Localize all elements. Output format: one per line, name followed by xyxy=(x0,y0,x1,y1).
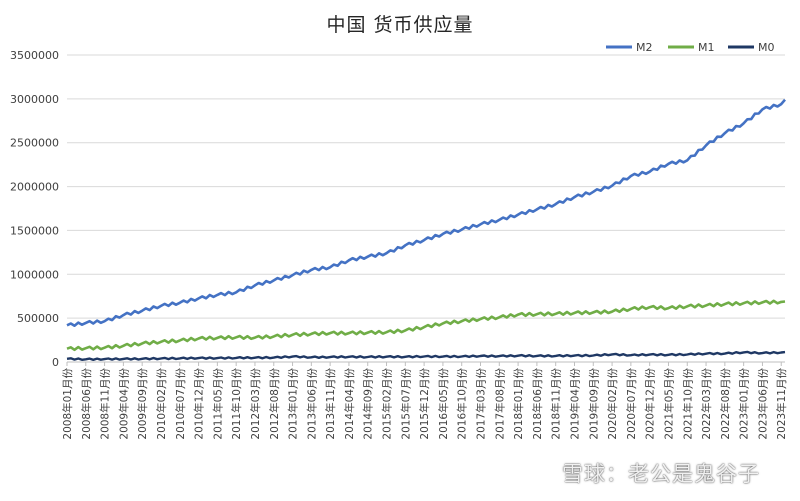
x-tick-label: 2017年03月份 xyxy=(475,368,488,440)
x-tick-label: 2009年09月份 xyxy=(136,368,149,440)
x-tick-label: 2021年05月份 xyxy=(662,368,675,440)
x-tick-label: 2018年11月份 xyxy=(550,368,563,440)
x-tick-label: 2011年10月份 xyxy=(230,368,243,440)
legend: M2 M1 M0 xyxy=(606,41,775,54)
wechat-icon xyxy=(529,462,555,484)
grid-layer xyxy=(67,54,785,319)
x-tick-label: 2022年08月份 xyxy=(719,368,732,440)
x-tick-label: 2014年09月份 xyxy=(362,368,375,440)
axis-layer xyxy=(66,361,785,366)
x-tick-label: 2013年01月份 xyxy=(287,368,300,440)
legend-label-m0: M0 xyxy=(758,41,775,54)
y-tick-label: 2000000 xyxy=(10,181,59,194)
y-tick-labels: 0 500000 1000000 1500000 2000000 2500000 30000… xyxy=(10,49,59,369)
x-tick-label: 2010年07月份 xyxy=(174,368,187,440)
x-tick-label: 2013年06月份 xyxy=(305,368,318,440)
x-tick-label: 2017年08月份 xyxy=(493,368,506,440)
x-tick-label: 2018年01月份 xyxy=(512,368,525,440)
x-tick-label: 2019年09月份 xyxy=(587,368,600,440)
x-tick-label: 2016年10月份 xyxy=(456,368,469,440)
x-tick-label: 2023年01月份 xyxy=(738,368,751,440)
x-tick-label: 2020年07月份 xyxy=(625,368,638,440)
x-tick-labels: 2008年01月份 2008年06月份 2008年11月份 2009年04月份 2009… xyxy=(61,368,788,440)
series-line-m2 xyxy=(66,98,786,327)
x-tick-label: 2008年01月份 xyxy=(61,368,74,440)
x-tick-label: 2023年06月份 xyxy=(756,368,769,440)
y-tick-label: 500000 xyxy=(17,312,59,325)
y-tick-label: 1500000 xyxy=(10,224,59,237)
x-tick-label: 2023年11月份 xyxy=(775,368,788,440)
x-tick-label: 2009年04月份 xyxy=(117,368,130,440)
x-tick-label: 2013年11月份 xyxy=(324,368,337,440)
x-tick-label: 2018年06月份 xyxy=(531,368,544,440)
x-tick-label: 2015年12月份 xyxy=(418,368,431,440)
x-tick-label: 2011年05月份 xyxy=(211,368,224,440)
x-tick-label: 2008年06月份 xyxy=(80,368,93,440)
x-tick-label: 2014年04月份 xyxy=(343,368,356,440)
x-tick-label: 2010年12月份 xyxy=(193,368,206,440)
watermark-text: 雪球：老公是鬼谷子 xyxy=(562,462,760,486)
x-tick-label: 2016年05月份 xyxy=(437,368,450,440)
x-tick-label: 2022年03月份 xyxy=(700,368,713,440)
watermark: 雪球：老公是鬼谷子 xyxy=(528,458,760,488)
series-line-m1 xyxy=(66,299,786,352)
x-tick-label: 2010年02月份 xyxy=(155,368,168,440)
y-tick-label: 0 xyxy=(52,356,59,369)
legend-label-m1: M1 xyxy=(698,41,715,54)
y-tick-label: 3500000 xyxy=(10,49,59,62)
x-tick-label: 2012年08月份 xyxy=(268,368,281,440)
y-tick-label: 3000000 xyxy=(10,93,59,106)
x-tick-label: 2015年07月份 xyxy=(399,368,412,440)
x-tick-label: 2021年10月份 xyxy=(681,368,694,440)
y-tick-label: 2500000 xyxy=(10,137,59,150)
x-tick-label: 2012年03月份 xyxy=(249,368,262,440)
x-tick-label: 2008年11月份 xyxy=(99,368,112,440)
x-tick-label: 2015年02月份 xyxy=(381,368,394,440)
chart-title: 中国 货币供应量 xyxy=(326,14,474,36)
x-tick-label: 2020年02月份 xyxy=(606,368,619,440)
legend-label-m2: M2 xyxy=(636,41,653,54)
y-tick-label: 1000000 xyxy=(10,268,59,281)
x-tick-label: 2020年12月份 xyxy=(644,368,657,440)
series-layer xyxy=(66,98,786,361)
series-line-m0 xyxy=(66,350,786,361)
x-tick-label: 2019年04月份 xyxy=(568,368,581,440)
